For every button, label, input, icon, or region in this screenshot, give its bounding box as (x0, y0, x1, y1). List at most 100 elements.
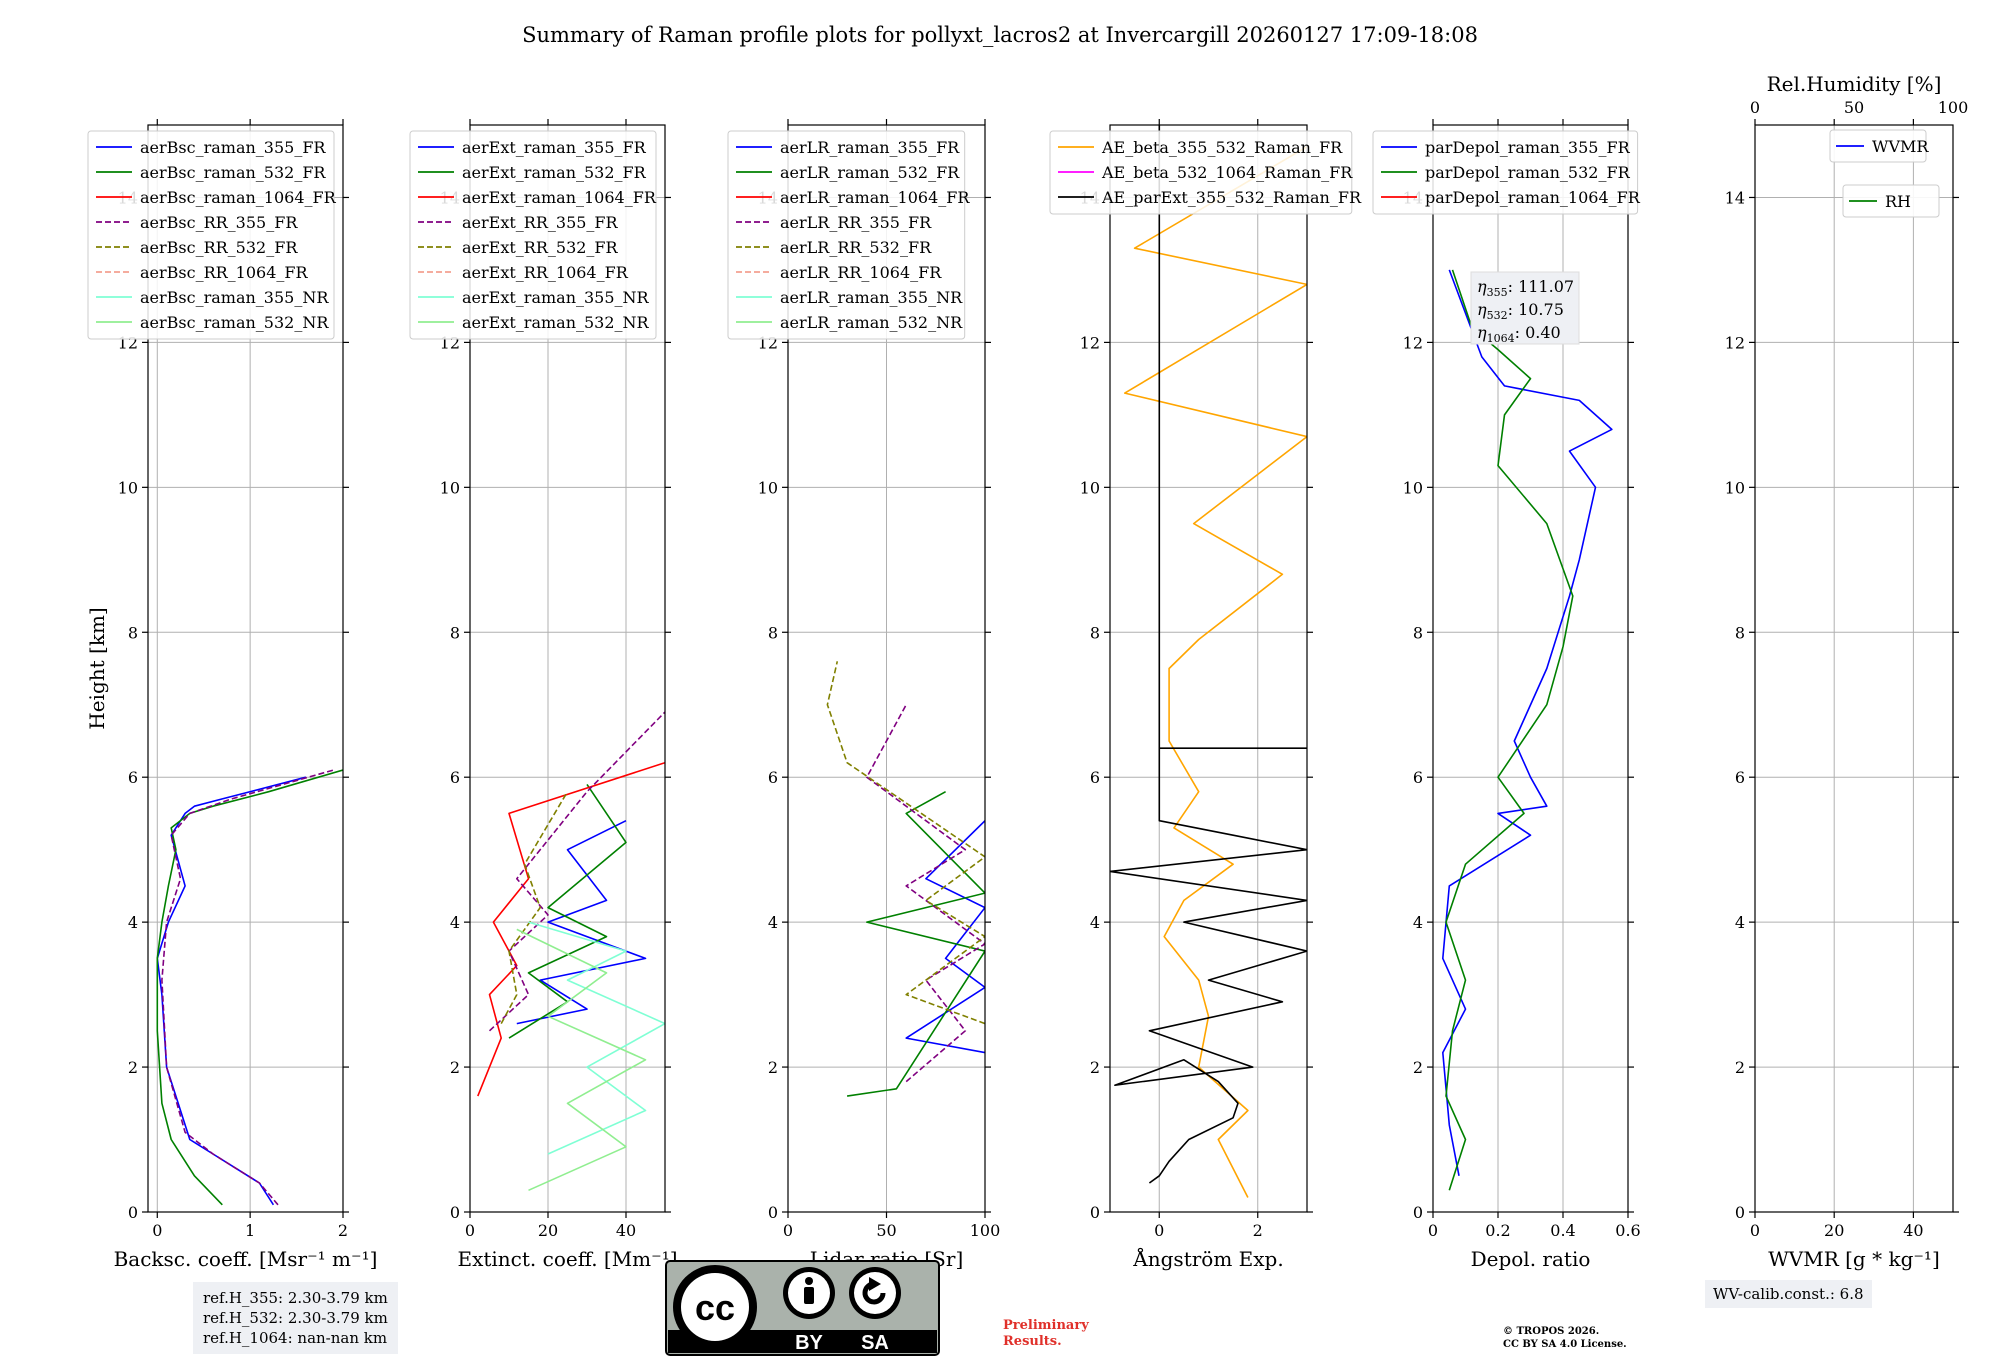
legend-box: aerExt_raman_355_FR aerExt_raman_532_FRae… (409, 130, 657, 340)
series-line-aerExt_RR_532_FR (500, 791, 569, 1024)
preliminary-line-2: Results. (1003, 1334, 1062, 1349)
y-tick-label: 6 (768, 768, 778, 787)
copyright-note: © TROPOS 2026. CC BY SA 4.0 License. (1503, 1325, 1627, 1351)
preliminary-note: Preliminary Results. (1003, 1318, 1089, 1350)
series-line-AE_parExt_355_532_Raman_FR (1110, 125, 1307, 1184)
preliminary-line-1: Preliminary (1003, 1318, 1089, 1333)
legend-entry: parDepol_raman_1064_FR (1425, 188, 1641, 207)
legend-entry: aerExt_raman_355_FR (462, 138, 647, 157)
x-tick-label: 40 (1903, 1221, 1923, 1240)
legend-box: WVMR (1829, 129, 1929, 163)
x-tick-label: 0 (783, 1221, 793, 1240)
annotation-box (1470, 271, 1580, 345)
x-tick-label: 1 (245, 1221, 255, 1240)
legend-entry: aerExt_raman_355_NR (462, 288, 650, 307)
x-tick-label: 0 (465, 1221, 475, 1240)
y-tick-label: 2 (1413, 1058, 1423, 1077)
legend-entry: aerExt_RR_1064_FR (462, 263, 629, 282)
series-line-parDepol_raman_355_FR (1442, 269, 1613, 1176)
legend-entry: aerLR_raman_1064_FR (780, 188, 970, 207)
ref-height-532: ref.H_532: 2.30-3.79 km (203, 1309, 388, 1327)
y-tick-label: 10 (118, 478, 138, 497)
series-line-aerExt_raman_355_FR (516, 819, 647, 1025)
y-tick-label: 2 (768, 1058, 778, 1077)
legend-entry: AE_parExt_355_532_Raman_FR (1101, 188, 1362, 207)
x-tick-label: 20 (1824, 1221, 1844, 1240)
panel-depol: 00.20.40.602468101214Depol. ratioparDepo… (1372, 119, 1641, 1271)
y-tick-label: 2 (450, 1058, 460, 1077)
y-tick-label: 0 (1413, 1203, 1423, 1222)
legend-box: aerLR_raman_355_FR aerLR_raman_532_FR aerL… (727, 130, 970, 340)
series-group (477, 711, 665, 1192)
cc-sa-label: SA (861, 1332, 889, 1354)
top-x-tick-label: 50 (1844, 98, 1864, 117)
x-tick-label: 100 (970, 1221, 1001, 1240)
y-tick-label: 4 (768, 913, 778, 932)
legend-entry: aerExt_raman_532_FR (462, 163, 647, 182)
x-tick-label: 0.6 (1615, 1221, 1640, 1240)
x-tick-label: 20 (538, 1221, 558, 1240)
panel-ae: 0202468101214Ångström Exp.AE_beta_355_53… (1049, 119, 1362, 1271)
legend-entry: RH (1885, 192, 1911, 211)
x-tick-label: 40 (616, 1221, 636, 1240)
y-tick-label: 4 (128, 913, 138, 932)
y-tick-label: 10 (758, 478, 778, 497)
x-tick-label: 0.4 (1550, 1221, 1575, 1240)
series-line-parDepol_raman_532_FR (1445, 269, 1574, 1191)
x-tick-label: 0 (1750, 1221, 1760, 1240)
legend-entry: WVMR (1872, 137, 1929, 156)
series-line-aerLR_raman_355_FR (905, 820, 985, 1054)
top-x-tick-label: 0 (1750, 98, 1760, 117)
legend-frame (1829, 129, 1927, 163)
legend-box: AE_beta_355_532_Raman_FR AE_beta_532_1064… (1049, 130, 1362, 215)
legend-entry: AE_beta_532_1064_Raman_FR (1101, 163, 1353, 182)
cc-by-label: BY (795, 1332, 823, 1354)
y-tick-label: 0 (768, 1203, 778, 1222)
panel-ext: 0204002468101214Extinct. coeff. [Mm⁻¹]ae… (409, 119, 678, 1271)
series-line-aerLR_raman_532_FR (846, 790, 985, 1097)
y-tick-label: 6 (128, 768, 138, 787)
top-x-axis-label: Rel.Humidity [%] (1767, 72, 1942, 96)
plot-frame (1754, 124, 1954, 1213)
y-tick-label: 12 (1725, 333, 1745, 352)
y-tick-label: 0 (450, 1203, 460, 1222)
series-line-AE_beta_355_532_Raman_FR (1124, 146, 1307, 1198)
legend-entry: aerBsc_RR_1064_FR (140, 263, 309, 282)
cc-by-sa-logo: cc BY SA (665, 1260, 940, 1356)
series-line-aerBsc_RR_355_FR (161, 769, 334, 1206)
panel-wv: 0 20 40 0 2 4 6 8 10 12 14 WVMR [g * kg⁻¹] 0 50 100 Rel… (1725, 72, 1969, 1271)
legend-entry: aerLR_RR_532_FR (780, 238, 932, 257)
legend-frame (1372, 130, 1639, 215)
y-tick-label: 8 (1090, 623, 1100, 642)
y-tick-label: 10 (1403, 478, 1423, 497)
y-tick-label: 6 (1735, 768, 1745, 787)
series-group (1442, 269, 1613, 1191)
series-line-aerExt_RR_355_FR (488, 711, 665, 1032)
series-line-aerExt_raman_1064_FR (477, 761, 665, 1097)
x-tick-label: 2 (1253, 1221, 1263, 1240)
y-tick-label: 14 (1725, 188, 1745, 207)
x-axis-label: Ångström Exp. (1132, 1246, 1283, 1271)
y-tick-label: 4 (1090, 913, 1100, 932)
series-group (156, 769, 343, 1206)
y-tick-label: 8 (128, 623, 138, 642)
panel-bsc: 01202468101214Backsc. coeff. [Msr⁻¹ m⁻¹]… (87, 119, 377, 1271)
y-tick-label: 12 (1080, 333, 1100, 352)
y-tick-label: 2 (1735, 1058, 1745, 1077)
series-line-aerLR_RR_532_FR (826, 661, 985, 1025)
y-tick-label: 10 (440, 478, 460, 497)
y-tick-label: 2 (128, 1058, 138, 1077)
y-tick-label: 4 (1413, 913, 1423, 932)
legend-frame (727, 130, 966, 340)
legend-entry: AE_beta_355_532_Raman_FR (1101, 138, 1343, 157)
legend-frame (409, 130, 657, 340)
y-tick-label: 6 (1090, 768, 1100, 787)
y-tick-label: 4 (1735, 913, 1745, 932)
x-axis-label: Depol. ratio (1471, 1247, 1591, 1271)
depol-annotation-line: η532: 10.75 (1477, 300, 1564, 322)
legend-entry: aerBsc_raman_532_FR (140, 163, 326, 182)
legend-entry: aerLR_RR_1064_FR (780, 263, 942, 282)
legend-box: parDepol_raman_355_FR parDepol_raman_532_… (1372, 130, 1641, 215)
legend-entry: aerBsc_raman_532_NR (140, 313, 329, 332)
